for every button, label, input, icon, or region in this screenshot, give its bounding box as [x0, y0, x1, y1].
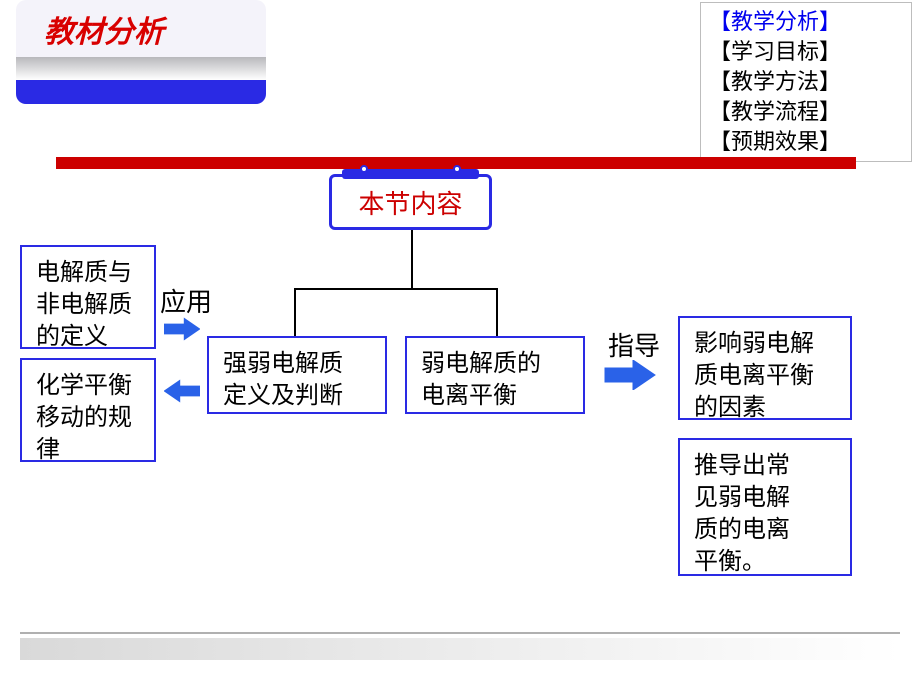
- sidebar-item-process[interactable]: 【教学流程】: [709, 97, 903, 127]
- main-title-text: 本节内容: [358, 184, 462, 221]
- sidebar-item-methods[interactable]: 【教学方法】: [709, 67, 903, 97]
- arrow-left-icon: [164, 378, 200, 404]
- main-title-box: 本节内容: [329, 174, 492, 230]
- node-n5: 影响弱电解 质电离平衡 的因素: [678, 316, 852, 420]
- bottom-fade: [20, 638, 900, 660]
- handle-right-icon: [453, 165, 461, 173]
- connector-line: [294, 288, 296, 336]
- node-n3: 强弱电解质 定义及判断: [207, 336, 387, 414]
- edge-label: 指导: [608, 326, 660, 363]
- node-n4: 弱电解质的 电离平衡: [405, 336, 585, 414]
- connector-line: [496, 288, 498, 336]
- sidebar-item-analysis[interactable]: 【教学分析】: [709, 7, 903, 37]
- title-card-top: 教材分析: [16, 0, 266, 57]
- sidebar-nav: 【教学分析】 【学习目标】 【教学方法】 【教学流程】 【预期效果】: [700, 2, 912, 162]
- arrow-right-icon: [604, 360, 656, 390]
- title-card: 教材分析: [16, 0, 266, 104]
- node-n6: 推导出常 见弱电解 质的电离 平衡。: [678, 438, 852, 576]
- bottom-line: [20, 632, 900, 634]
- handle-left-icon: [360, 165, 368, 173]
- node-n1: 电解质与 非电解质 的定义: [20, 245, 156, 349]
- title-card-bottom: [16, 80, 266, 104]
- node-n2: 化学平衡 移动的规 律: [20, 358, 156, 462]
- connector-line: [294, 288, 498, 290]
- connector-line: [411, 230, 413, 288]
- title-card-gradient: [16, 57, 266, 80]
- sidebar-item-outcome[interactable]: 【预期效果】: [709, 127, 903, 157]
- title-card-text: 教材分析: [44, 7, 164, 51]
- sidebar-item-objectives[interactable]: 【学习目标】: [709, 37, 903, 67]
- arrow-right-icon: [164, 316, 200, 342]
- edge-label: 应用: [160, 282, 212, 319]
